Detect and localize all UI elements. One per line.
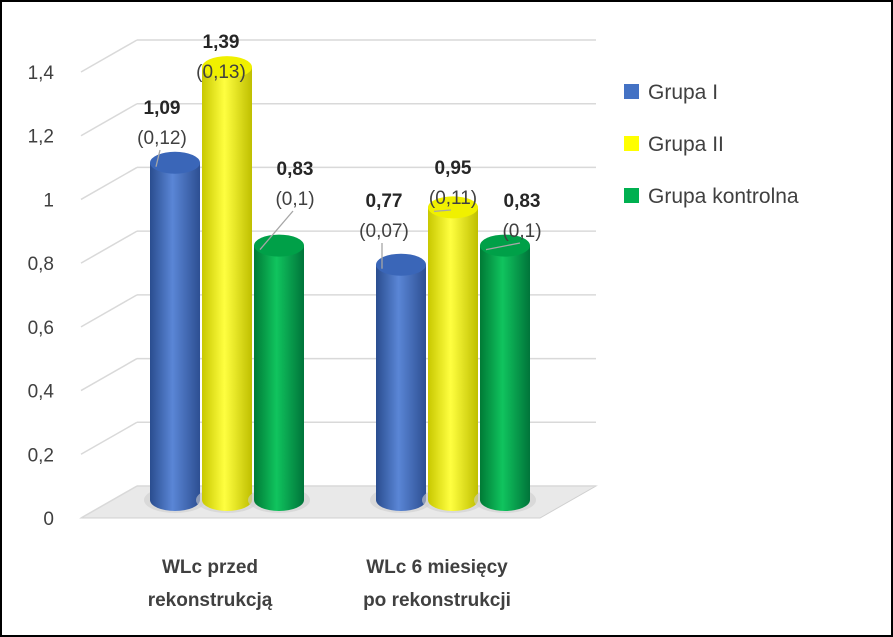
gridline-depth	[80, 166, 138, 201]
bar-top	[202, 56, 252, 79]
bar-top	[376, 253, 426, 276]
legend-entry: Grupa kontrolna	[648, 185, 799, 208]
data-label-value: 0,95	[435, 158, 472, 179]
legend-swatch	[624, 84, 639, 99]
y-tick-label: 0,6	[28, 318, 54, 339]
bar-body	[202, 67, 252, 511]
leader-line	[485, 242, 521, 251]
data-label-value: 1,39	[203, 32, 240, 53]
data-label-sd: (0,11)	[429, 188, 477, 209]
data-label-value: 0,83	[504, 191, 541, 212]
bar-top	[428, 196, 478, 219]
bar-1-cat-1	[144, 151, 206, 513]
gridline-depth	[80, 357, 138, 392]
data-label-value: 0,77	[366, 191, 403, 212]
legend-swatch	[624, 136, 639, 151]
bar-3-cat-2	[474, 234, 536, 513]
y-tick-label: 0,4	[28, 382, 55, 403]
bar-body	[480, 245, 530, 512]
category-label: po rekonstrukcji	[363, 590, 511, 611]
y-tick-label: 0,2	[28, 445, 54, 466]
data-label-value: 1,09	[144, 98, 181, 119]
category-label: rekonstrukcją	[148, 590, 273, 611]
bar-2-cat-2	[422, 196, 484, 513]
category-label: WLc przed	[162, 557, 258, 578]
y-tick-label: 1,4	[28, 63, 55, 84]
data-label-sd: (0,12)	[137, 128, 187, 149]
leader-line	[155, 149, 161, 167]
gridline-depth	[80, 103, 138, 137]
bar-body	[150, 162, 200, 511]
leader-line	[433, 209, 452, 213]
gridline-depth	[80, 39, 138, 73]
data-label-sd: (0,07)	[359, 221, 409, 242]
category-label: WLc 6 miesięcy	[366, 557, 508, 578]
gridline-depth	[80, 421, 138, 455]
legend-entry: Grupa I	[648, 81, 718, 104]
y-tick-label: 1	[43, 190, 54, 211]
bar-2-cat-1	[196, 56, 258, 513]
bar-3-cat-1	[248, 234, 310, 513]
bar-top	[150, 151, 200, 174]
gridline-depth	[80, 230, 138, 264]
gridline-depth	[80, 294, 138, 328]
data-label-value: 0,83	[277, 159, 314, 180]
gridline-depth	[80, 485, 138, 519]
bar-body	[376, 264, 426, 511]
y-tick-label: 0,8	[28, 254, 54, 275]
data-label-sd: (0,13)	[196, 62, 246, 83]
legend-swatch	[624, 188, 639, 203]
bar-1-cat-2	[370, 253, 432, 513]
y-tick-label: 1,2	[28, 127, 54, 148]
legend-entry: Grupa II	[648, 133, 724, 156]
y-tick-label: 0	[43, 509, 54, 530]
data-label-sd: (0,1)	[275, 189, 314, 210]
leader-line	[259, 210, 294, 251]
bar-top	[254, 234, 304, 257]
bar-body	[428, 207, 478, 511]
bar-body	[254, 245, 304, 512]
data-label-sd: (0,1)	[502, 221, 541, 242]
